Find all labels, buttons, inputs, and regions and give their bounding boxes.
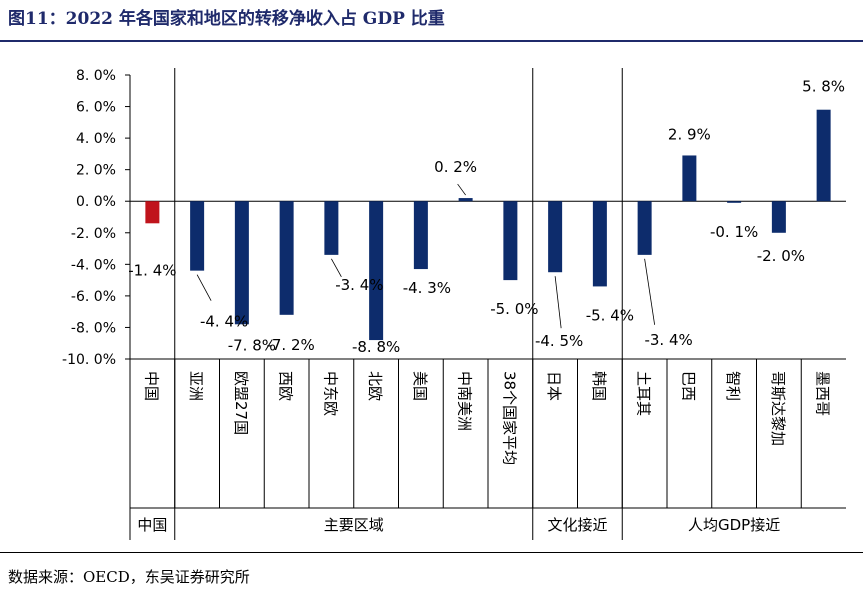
leader-line bbox=[457, 183, 466, 196]
data-label: -8. 8% bbox=[352, 338, 400, 356]
category-label: 中东欧 bbox=[321, 371, 339, 416]
group-label: 中国 bbox=[137, 516, 167, 534]
leader-line bbox=[331, 258, 342, 278]
y-tick-label: -2. 0% bbox=[71, 226, 116, 242]
category-label: 日本 bbox=[545, 371, 563, 401]
bar-哥斯达黎加 bbox=[771, 201, 786, 233]
bar-日本 bbox=[548, 201, 563, 273]
leader-line bbox=[554, 276, 562, 329]
data-label: 5. 8% bbox=[802, 78, 845, 96]
bar-中国 bbox=[145, 201, 160, 224]
bar-智利 bbox=[727, 201, 742, 203]
category-label: 土耳其 bbox=[635, 371, 653, 416]
y-tick-label: -10. 0% bbox=[62, 352, 116, 368]
category-label: 西欧 bbox=[277, 371, 295, 401]
category-label: 韩国 bbox=[590, 371, 608, 401]
category-label: 欧盟27国 bbox=[232, 371, 250, 435]
group-label: 主要区域 bbox=[324, 516, 384, 534]
data-label: -4. 3% bbox=[403, 279, 451, 297]
category-label: 38个国家平均 bbox=[500, 371, 518, 465]
y-tick-label: 0. 0% bbox=[76, 194, 116, 210]
data-label: -3. 4% bbox=[644, 331, 692, 349]
category-label: 亚洲 bbox=[187, 371, 205, 401]
bar-中东欧 bbox=[324, 201, 339, 255]
y-tick-label: -8. 0% bbox=[71, 320, 116, 336]
data-label: -5. 0% bbox=[490, 300, 538, 318]
category-label: 墨西哥 bbox=[814, 371, 832, 416]
y-tick-label: 6. 0% bbox=[76, 100, 116, 116]
title-divider bbox=[0, 40, 863, 42]
category-label: 哥斯达黎加 bbox=[769, 371, 787, 446]
category-label: 北欧 bbox=[366, 371, 384, 401]
leader-line bbox=[196, 274, 212, 301]
group-label: 文化接近 bbox=[547, 516, 607, 534]
data-label: -4. 5% bbox=[535, 332, 583, 350]
data-label: -7. 8% bbox=[228, 336, 276, 354]
data-label: -3. 4% bbox=[335, 276, 383, 294]
bar-巴西 bbox=[682, 155, 697, 202]
group-label: 人均GDP接近 bbox=[688, 516, 780, 534]
bar-中南美洲 bbox=[458, 198, 473, 202]
category-label: 中国 bbox=[142, 371, 160, 401]
data-label: -4. 4% bbox=[200, 313, 248, 331]
bar-土耳其 bbox=[637, 201, 652, 255]
bar-38个国家平均 bbox=[503, 201, 518, 281]
bar-欧盟27国 bbox=[234, 201, 249, 325]
data-label: -0. 1% bbox=[710, 223, 758, 241]
category-label: 中南美洲 bbox=[456, 371, 474, 431]
y-tick-label: -6. 0% bbox=[71, 289, 116, 305]
source-note: 数据来源：OECD，东吴证券研究所 bbox=[8, 568, 250, 586]
bar-亚洲 bbox=[190, 201, 205, 271]
data-label: -5. 4% bbox=[586, 306, 634, 324]
figure-title: 图11：2022 年各国家和地区的转移净收入占 GDP 比重 bbox=[8, 9, 445, 29]
category-label: 美国 bbox=[411, 371, 429, 401]
data-label: -2. 0% bbox=[757, 247, 805, 265]
bar-chart: 8. 0% 6. 0% 4. 0% 2. 0% 0. 0% -2. 0% -4. 0% -6.… bbox=[62, 68, 846, 540]
category-label: 巴西 bbox=[679, 371, 697, 401]
bar-西欧 bbox=[279, 201, 294, 315]
bar-美国 bbox=[413, 201, 428, 270]
data-label: 2. 9% bbox=[668, 125, 711, 143]
y-tick-label: -4. 0% bbox=[71, 257, 116, 273]
data-label: -7. 2% bbox=[266, 336, 314, 354]
y-tick-label: 4. 0% bbox=[76, 131, 116, 147]
bar-北欧 bbox=[369, 201, 384, 341]
source-divider bbox=[0, 552, 863, 553]
leader-line bbox=[644, 258, 656, 325]
data-label: 0. 2% bbox=[434, 158, 477, 176]
y-tick-label: 8. 0% bbox=[76, 68, 116, 84]
bar-韩国 bbox=[592, 201, 607, 287]
category-label: 智利 bbox=[724, 371, 742, 401]
data-label: -1. 4% bbox=[128, 261, 176, 279]
bar-墨西哥 bbox=[816, 109, 831, 202]
y-tick-label: 2. 0% bbox=[76, 163, 116, 179]
